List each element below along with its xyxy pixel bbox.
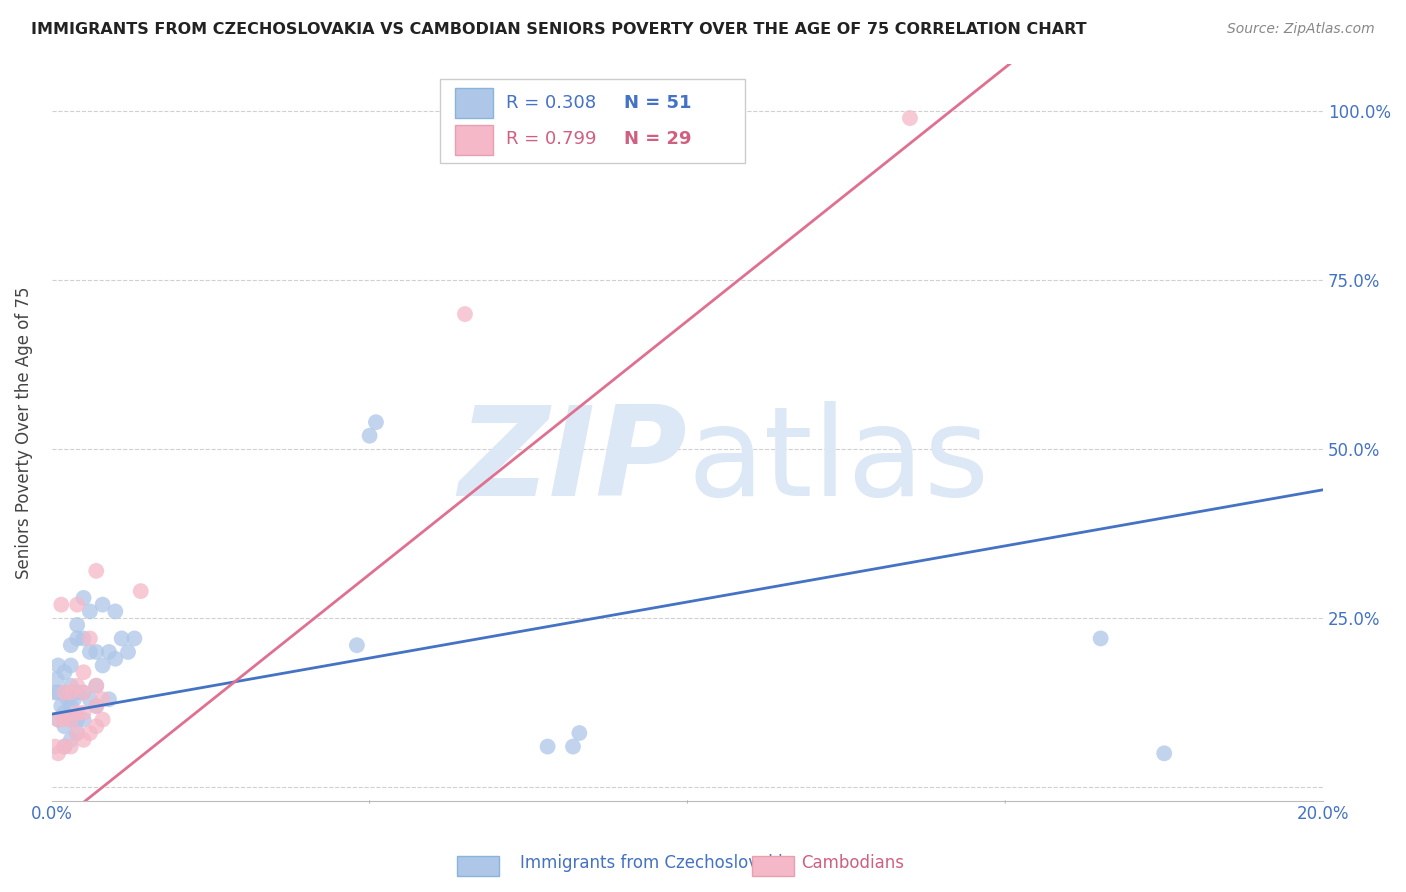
Text: R = 0.799: R = 0.799 bbox=[506, 130, 596, 148]
Point bbox=[359, 428, 381, 442]
Point bbox=[84, 679, 107, 693]
Point bbox=[91, 692, 114, 706]
Point bbox=[66, 618, 89, 632]
Point bbox=[59, 658, 82, 673]
Y-axis label: Seniors Poverty Over the Age of 75: Seniors Poverty Over the Age of 75 bbox=[15, 286, 32, 579]
FancyBboxPatch shape bbox=[440, 78, 745, 163]
Point bbox=[53, 665, 76, 680]
Point bbox=[84, 564, 107, 578]
Point bbox=[72, 713, 94, 727]
Point bbox=[536, 739, 558, 754]
Point bbox=[79, 692, 101, 706]
Point bbox=[91, 713, 114, 727]
Point bbox=[66, 679, 89, 693]
Point bbox=[84, 698, 107, 713]
Point bbox=[72, 632, 94, 646]
Text: IMMIGRANTS FROM CZECHOSLOVAKIA VS CAMBODIAN SENIORS POVERTY OVER THE AGE OF 75 C: IMMIGRANTS FROM CZECHOSLOVAKIA VS CAMBOD… bbox=[31, 22, 1087, 37]
FancyBboxPatch shape bbox=[454, 125, 494, 154]
Text: Cambodians: Cambodians bbox=[801, 855, 904, 872]
Point bbox=[104, 651, 127, 665]
Point bbox=[79, 726, 101, 740]
Point bbox=[59, 739, 82, 754]
Point bbox=[53, 706, 76, 720]
Point bbox=[72, 732, 94, 747]
Point bbox=[51, 598, 73, 612]
Point bbox=[46, 713, 69, 727]
Point bbox=[66, 598, 89, 612]
Point bbox=[53, 685, 76, 699]
Text: ZIP: ZIP bbox=[458, 401, 688, 523]
Point bbox=[97, 692, 120, 706]
Point bbox=[129, 584, 152, 599]
Point bbox=[59, 713, 82, 727]
Point bbox=[66, 632, 89, 646]
Point bbox=[45, 672, 67, 686]
Point bbox=[124, 632, 146, 646]
Point bbox=[53, 739, 76, 754]
Point bbox=[454, 307, 477, 321]
Point bbox=[84, 719, 107, 733]
Point bbox=[56, 692, 79, 706]
Point bbox=[46, 713, 69, 727]
Point bbox=[66, 706, 89, 720]
Point bbox=[66, 713, 89, 727]
Point bbox=[46, 747, 69, 761]
Point bbox=[72, 591, 94, 605]
Point bbox=[59, 679, 82, 693]
Point bbox=[568, 726, 591, 740]
Text: Immigrants from Czechoslovakia: Immigrants from Czechoslovakia bbox=[520, 855, 793, 872]
Point bbox=[66, 726, 89, 740]
Point bbox=[59, 732, 82, 747]
Point bbox=[79, 604, 101, 618]
Point bbox=[84, 645, 107, 659]
Point bbox=[346, 638, 368, 652]
Text: N = 29: N = 29 bbox=[624, 130, 692, 148]
Point bbox=[59, 698, 82, 713]
Point bbox=[84, 698, 107, 713]
Point bbox=[91, 658, 114, 673]
Point bbox=[117, 645, 139, 659]
Point bbox=[53, 739, 76, 754]
Point bbox=[562, 739, 585, 754]
Point bbox=[898, 111, 921, 125]
Point bbox=[46, 685, 69, 699]
FancyBboxPatch shape bbox=[454, 88, 494, 118]
Text: R = 0.308: R = 0.308 bbox=[506, 94, 596, 112]
Point bbox=[72, 685, 94, 699]
Point bbox=[44, 739, 66, 754]
Point bbox=[66, 685, 89, 699]
Point bbox=[53, 713, 76, 727]
Text: N = 51: N = 51 bbox=[624, 94, 692, 112]
Point bbox=[72, 665, 94, 680]
Text: Source: ZipAtlas.com: Source: ZipAtlas.com bbox=[1227, 22, 1375, 37]
Point bbox=[79, 632, 101, 646]
Point bbox=[66, 726, 89, 740]
Point bbox=[84, 679, 107, 693]
Point bbox=[364, 415, 387, 429]
Point bbox=[51, 698, 73, 713]
Point bbox=[53, 719, 76, 733]
Point bbox=[91, 598, 114, 612]
Point bbox=[104, 604, 127, 618]
Point bbox=[72, 706, 94, 720]
Text: atlas: atlas bbox=[688, 401, 990, 523]
Point bbox=[72, 685, 94, 699]
Point bbox=[1090, 632, 1112, 646]
Point bbox=[59, 713, 82, 727]
Point bbox=[1153, 747, 1175, 761]
Point bbox=[44, 685, 66, 699]
Point bbox=[63, 692, 86, 706]
Point bbox=[111, 632, 134, 646]
Point bbox=[59, 685, 82, 699]
Point bbox=[46, 658, 69, 673]
Point bbox=[53, 685, 76, 699]
Point bbox=[59, 638, 82, 652]
Point bbox=[79, 645, 101, 659]
Point bbox=[97, 645, 120, 659]
